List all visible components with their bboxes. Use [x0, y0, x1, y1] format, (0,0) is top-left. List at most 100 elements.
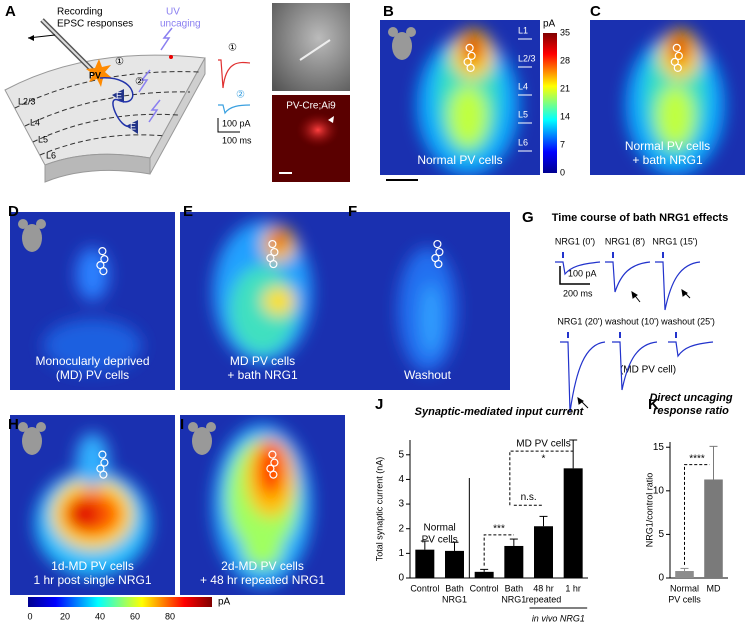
cell-marker — [98, 247, 107, 256]
panel-letter: F — [348, 203, 357, 220]
heatmap — [10, 212, 175, 390]
cell-marker — [435, 247, 444, 257]
cell-marker — [100, 458, 109, 467]
heatmap-blobs — [416, 29, 520, 175]
panel-letter: K — [648, 396, 659, 413]
x-tick-label: Bath — [505, 583, 524, 593]
annotation: Normal — [424, 523, 456, 534]
panel-title: Time course of bath NRG1 effects — [552, 212, 728, 224]
arrow — [681, 289, 691, 299]
blob — [43, 318, 142, 373]
trace — [612, 341, 658, 391]
x-tick-label: repeated — [526, 594, 562, 604]
y-tick-label: 3 — [398, 499, 404, 510]
x-tick-label: NRG1 — [442, 594, 467, 604]
x-tick-label: NRG1 — [501, 594, 526, 604]
panel-letter: A — [5, 3, 16, 20]
x-tick-label: Control — [410, 583, 439, 593]
trace-label: NRG1 (20') — [557, 316, 602, 326]
heatmap — [180, 415, 345, 595]
map-caption: Normal PV cells — [417, 153, 502, 167]
cell-marker — [465, 43, 474, 53]
layer-label: L1 — [518, 25, 528, 35]
bracket — [483, 534, 514, 566]
map-caption: Normal PV cells — [625, 139, 710, 153]
colorbar-tick: 80 — [165, 611, 175, 621]
heatmap-blobs — [34, 433, 151, 577]
label: Recording — [57, 7, 103, 18]
blob — [76, 433, 109, 487]
charts: Synaptic-mediated input current Total syn… — [374, 392, 732, 623]
cell-marker — [269, 259, 278, 269]
map-caption: MD PV cells — [230, 354, 295, 368]
panel-letter: D — [8, 203, 19, 220]
layer-label: L5 — [38, 134, 48, 144]
y-tick-label: 0 — [658, 573, 664, 584]
label: ② — [236, 90, 245, 101]
bar — [445, 550, 464, 578]
mouse-icon — [206, 422, 216, 432]
colorbar-unit: pA — [543, 19, 556, 30]
y-tick-label: 1 — [398, 548, 404, 559]
label: E — [130, 121, 136, 131]
layer-label: L6 — [46, 150, 56, 160]
x-tick-label: 48 hr — [533, 583, 554, 593]
colorbar-tick: 21 — [560, 83, 570, 93]
layer-label: L2/3 — [518, 53, 536, 63]
mouse-icon — [392, 32, 412, 60]
heatmap-blobs — [213, 424, 312, 586]
blob — [448, 85, 488, 148]
cell-marker — [100, 255, 109, 264]
schematic — [4, 3, 418, 183]
chart-title: response ratio — [653, 405, 729, 417]
cell-marker — [270, 458, 279, 467]
heatmap — [590, 20, 745, 175]
mouse-icon — [18, 422, 28, 432]
x-tick-label: Normal — [670, 583, 699, 593]
mouse-icon — [388, 27, 398, 37]
note: (MD PV cell) — [620, 365, 676, 376]
map-caption: 1 hr post single NRG1 — [33, 573, 151, 587]
label: 100 ms — [222, 135, 252, 145]
cell-marker — [433, 239, 442, 249]
blob — [242, 532, 283, 568]
blob — [257, 442, 284, 496]
blob — [67, 499, 101, 529]
layer-label: L2/3 — [18, 96, 36, 106]
colorbar-tick: 7 — [560, 139, 565, 149]
map-caption: (MD) PV cells — [56, 368, 129, 382]
blob — [270, 229, 288, 252]
layer-label: L5 — [518, 109, 528, 119]
colorbar-tick: 20 — [60, 611, 70, 621]
colorbar — [543, 33, 557, 173]
map-caption: 2d-MD PV cells — [221, 559, 304, 573]
layer-label: L6 — [518, 137, 528, 147]
map-caption: Washout — [404, 368, 452, 382]
map-caption: + bath NRG1 — [632, 153, 703, 167]
cell-marker — [674, 51, 683, 61]
bar — [534, 526, 553, 578]
colorbar — [28, 597, 212, 607]
trace-label: NRG1 (15') — [652, 236, 697, 246]
y-tick-label: 5 — [658, 529, 664, 540]
y-tick-label: 2 — [398, 523, 404, 534]
heatmap — [10, 415, 175, 595]
heatmap-blobs — [625, 29, 725, 175]
trace-label: washout (25') — [660, 316, 715, 326]
colorbar-tick: 35 — [560, 27, 570, 37]
trace — [555, 261, 601, 276]
annotation: * — [542, 454, 546, 465]
bar — [474, 571, 494, 578]
heatmap — [180, 212, 345, 390]
cell-marker — [268, 239, 277, 249]
blob — [420, 283, 441, 355]
y-axis-label: NRG1/control ratio — [644, 473, 654, 548]
schematic-labels: Recording EPSC responses UV uncaging ① ②… — [18, 7, 336, 161]
bar — [415, 549, 435, 578]
panel-g: Time course of bath NRG1 effects (MD PV … — [552, 212, 728, 413]
label: PV — [89, 70, 101, 80]
mouse-icon — [36, 219, 46, 229]
x-tick-label: 1 hr — [565, 583, 581, 593]
bar — [675, 571, 694, 578]
